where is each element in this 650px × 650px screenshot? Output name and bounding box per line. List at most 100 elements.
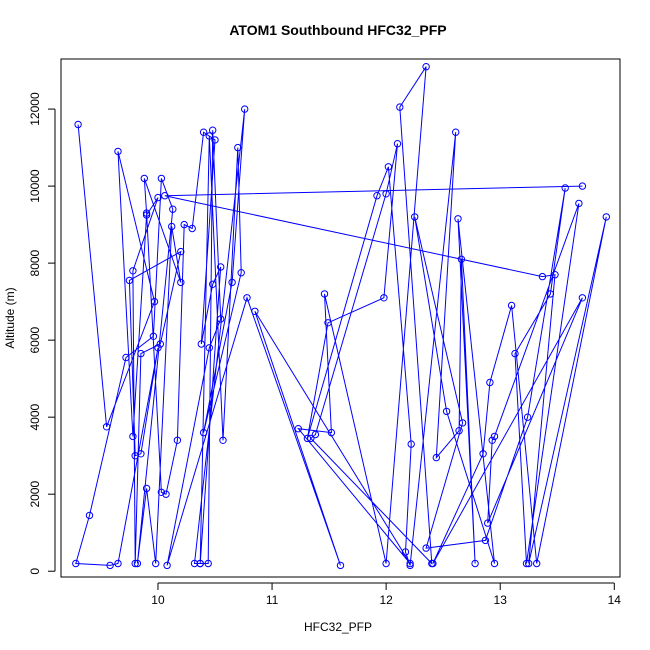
- data-point: [237, 269, 245, 277]
- x-tick-label: 12: [379, 593, 393, 607]
- data-point: [114, 559, 122, 568]
- data-point: [380, 294, 388, 302]
- data-point: [488, 436, 496, 444]
- data-point: [122, 353, 130, 362]
- data-point: [336, 561, 345, 570]
- data-point: [324, 319, 332, 327]
- data-point: [481, 536, 490, 545]
- data-point: [373, 192, 381, 200]
- data-point: [243, 294, 251, 302]
- data-point: [199, 128, 208, 136]
- data-point: [455, 427, 463, 435]
- data-point: [538, 272, 547, 281]
- data-point: [432, 453, 440, 462]
- data-point: [106, 561, 114, 570]
- data-point: [150, 297, 159, 306]
- plot-frame: [60, 58, 621, 578]
- data-point: [209, 126, 217, 134]
- data-point: [154, 193, 162, 202]
- data-point: [442, 407, 451, 416]
- data-point: [234, 143, 242, 152]
- x-tick-label: 10: [151, 593, 165, 607]
- data-point: [241, 105, 249, 113]
- data-point: [177, 278, 185, 287]
- data-point: [251, 307, 259, 315]
- data-point: [490, 559, 499, 568]
- data-point: [393, 140, 402, 148]
- data-point: [422, 544, 430, 552]
- y-tick-label: 10000: [28, 169, 42, 203]
- data-point: [204, 559, 212, 568]
- data-point: [471, 559, 479, 568]
- data-point: [140, 174, 149, 183]
- data-point: [205, 344, 214, 352]
- data-point: [401, 548, 410, 556]
- data-point: [137, 450, 145, 458]
- data-point: [162, 490, 170, 498]
- data-point: [406, 561, 414, 570]
- data-point: [382, 190, 390, 198]
- data-point: [85, 511, 94, 520]
- data-point: [74, 120, 82, 129]
- data-point: [303, 434, 312, 443]
- data-point: [161, 192, 169, 200]
- data-point: [228, 278, 236, 287]
- data-point: [384, 163, 393, 171]
- data-point: [490, 432, 499, 441]
- chart-title: ATOM1 Southbound HFC32_PFP: [229, 22, 446, 38]
- data-point: [561, 184, 569, 192]
- data-point: [114, 147, 122, 156]
- data-point: [209, 280, 217, 288]
- data-point: [157, 174, 166, 183]
- y-tick-label: 0: [28, 568, 42, 575]
- data-point: [156, 340, 165, 348]
- data-point: [199, 428, 208, 437]
- y-tick-label: 12000: [28, 92, 42, 126]
- data-point: [196, 559, 204, 568]
- data-point: [197, 340, 206, 348]
- data-point: [219, 436, 227, 444]
- plot-area: [72, 62, 610, 570]
- data-point: [190, 559, 199, 568]
- data-point: [484, 519, 492, 527]
- data-point: [311, 430, 320, 439]
- data-point: [551, 271, 559, 279]
- axes: 10 11 12 13 14 0 2000 4000 6000 8000 10000 12000: [28, 58, 622, 607]
- data-point: [157, 488, 166, 496]
- x-tick-label: 13: [494, 593, 508, 607]
- data-point: [546, 290, 555, 298]
- data-point: [142, 484, 151, 493]
- data-point: [307, 434, 315, 443]
- data-point: [452, 128, 460, 136]
- data-point: [129, 432, 137, 441]
- data-point: [133, 559, 142, 568]
- data-point: [142, 211, 151, 219]
- data-point: [211, 136, 219, 144]
- data-point: [137, 349, 145, 358]
- data-point: [406, 559, 414, 568]
- data-point: [173, 436, 182, 444]
- data-point: [217, 315, 225, 323]
- data-point: [578, 294, 587, 302]
- data-point: [131, 559, 139, 568]
- data-point: [168, 222, 176, 231]
- data-point: [522, 559, 531, 568]
- data-point: [217, 263, 225, 271]
- y-tick-label: 2000: [28, 481, 42, 508]
- data-point: [525, 559, 533, 568]
- data-point: [102, 423, 111, 431]
- data-point: [523, 413, 532, 421]
- data-point: [382, 559, 390, 568]
- data-point: [575, 199, 583, 208]
- x-tick-label: 14: [608, 593, 622, 607]
- data-point: [188, 224, 196, 233]
- data-point: [169, 205, 177, 213]
- data-point: [454, 215, 462, 223]
- data-point: [152, 559, 160, 568]
- data-point: [154, 344, 162, 352]
- data-point: [142, 209, 151, 217]
- data-point: [163, 561, 171, 570]
- data-point: [129, 267, 137, 275]
